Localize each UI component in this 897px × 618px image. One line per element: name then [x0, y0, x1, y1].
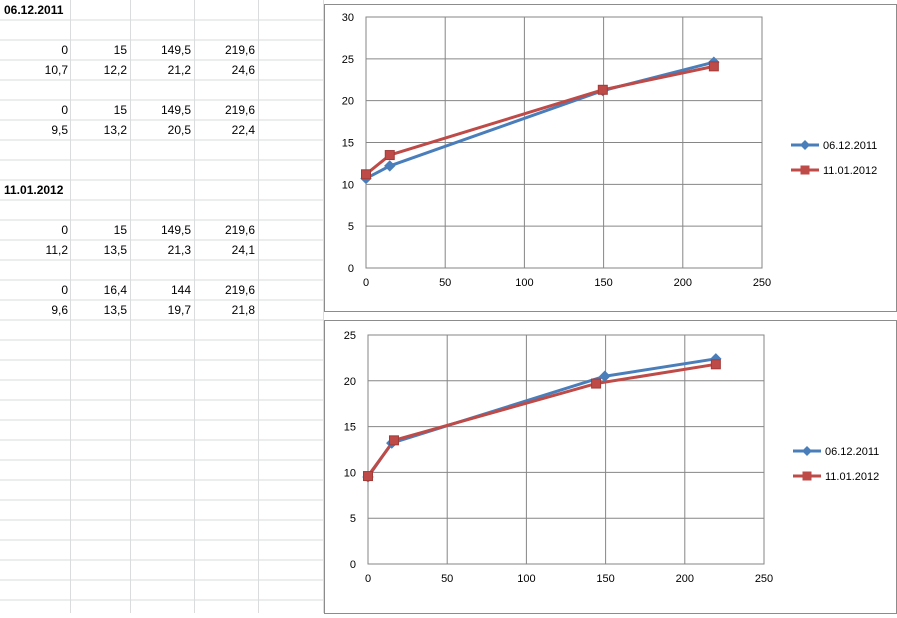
- series-line: [365, 64, 715, 176]
- x-tick-label: 150: [594, 277, 612, 289]
- y-tick-label: 5: [350, 513, 356, 525]
- y-tick-label: 10: [342, 179, 354, 191]
- data-point-diamond: [599, 370, 611, 382]
- y-value-cell: 12,2: [103, 63, 127, 77]
- y-tick-label: 0: [348, 263, 354, 275]
- y-value-cell: 24,1: [231, 243, 255, 257]
- data-point-square: [597, 84, 608, 95]
- legend-marker-diamond: [802, 446, 812, 456]
- data-point-diamond: [384, 160, 396, 172]
- y-tick-label: 20: [344, 376, 356, 388]
- y-value-cell: 13,2: [103, 123, 127, 137]
- series-line: [366, 362, 717, 477]
- x-value-cell: 149,5: [160, 223, 191, 237]
- legend-marker-square: [802, 471, 812, 481]
- plot-area: [367, 334, 765, 565]
- x-value-cell: 149,5: [160, 43, 191, 57]
- y-value-cell: 24,6: [231, 63, 255, 77]
- y-value-cell: 21,2: [167, 63, 191, 77]
- x-tick-label: 250: [753, 277, 771, 289]
- chart-panel-2[interactable]: 0 5 10 15 20 25 0 50 100 150 200 250 06.12.2011 11.01…: [324, 320, 897, 614]
- y-value-cell: 11,2: [45, 243, 68, 257]
- x-tick-label: 0: [363, 277, 369, 289]
- y-value-cell: 21,3: [167, 243, 191, 257]
- x-value-cell: 15: [113, 103, 127, 117]
- y-value-cell: 10,7: [44, 63, 68, 77]
- x-tick-label: 200: [674, 277, 692, 289]
- x-value-cell: 219,6: [224, 103, 255, 117]
- x-value-cell: 15: [113, 43, 127, 57]
- legend-label: 11.01.2012: [823, 165, 877, 177]
- x-value-cell: 0: [61, 223, 68, 237]
- y-tick-label: 20: [342, 96, 354, 108]
- y-value-cell: 13,5: [103, 243, 127, 257]
- x-tick-label: 0: [365, 573, 371, 585]
- legend-label: 06.12.2011: [825, 446, 879, 458]
- x-tick-label: 200: [676, 573, 694, 585]
- x-value-cell: 0: [61, 43, 68, 57]
- x-value-cell: 149,5: [160, 103, 191, 117]
- y-value-cell: 9,6: [51, 303, 68, 317]
- y-value-cell: 21,8: [231, 303, 255, 317]
- series-line: [365, 60, 715, 180]
- x-tick-label: 100: [515, 277, 533, 289]
- legend-label: 11.01.2012: [825, 471, 879, 483]
- legend-marker-diamond: [800, 140, 810, 150]
- data-point-square: [591, 378, 602, 389]
- data-point-square: [710, 359, 721, 370]
- legend-marker-square: [800, 165, 810, 175]
- y-value-cell: 19,7: [167, 303, 191, 317]
- y-value-cell: 22,4: [231, 123, 255, 137]
- x-value-cell: 219,6: [224, 223, 255, 237]
- x-value-cell: 0: [61, 283, 68, 297]
- date-header-cell: 06.12.2011: [4, 3, 64, 17]
- x-tick-label: 150: [596, 573, 614, 585]
- x-value-cell: 0: [61, 103, 68, 117]
- legend-label: 06.12.2011: [823, 140, 877, 152]
- y-tick-label: 25: [344, 330, 356, 342]
- y-tick-label: 10: [344, 467, 356, 479]
- date-header-cell: 11.01.2012: [4, 183, 64, 197]
- x-tick-label: 50: [441, 573, 453, 585]
- x-value-cell: 144: [170, 283, 191, 297]
- y-value-cell: 9,5: [51, 123, 68, 137]
- y-tick-label: 30: [342, 12, 354, 24]
- y-tick-label: 15: [342, 138, 354, 150]
- x-value-cell: 15: [113, 223, 127, 237]
- data-point-square: [388, 435, 399, 446]
- x-value-cell: 16,4: [103, 283, 127, 297]
- data-point-square: [361, 169, 371, 180]
- y-tick-label: 0: [350, 559, 356, 571]
- y-tick-label: 25: [342, 54, 354, 66]
- x-tick-label: 250: [755, 573, 773, 585]
- data-point-square: [384, 150, 395, 161]
- y-tick-label: 15: [344, 422, 356, 434]
- data-point-square: [708, 61, 719, 72]
- x-tick-label: 100: [517, 573, 535, 585]
- x-tick-label: 50: [439, 277, 451, 289]
- y-value-cell: 13,5: [103, 303, 127, 317]
- data-point-square: [363, 471, 373, 482]
- y-tick-label: 5: [348, 221, 354, 233]
- x-value-cell: 219,6: [224, 283, 255, 297]
- x-value-cell: 219,6: [224, 43, 255, 57]
- chart-1: 0 5 10 15 20 25 30 0 50 100 150 200 250 06.12.2011 11.…: [342, 12, 878, 289]
- chart-panel-1[interactable]: 0 5 10 15 20 25 30 0 50 100 150 200 250 06.12.2011 11.…: [324, 4, 897, 312]
- y-value-cell: 20,5: [167, 123, 191, 137]
